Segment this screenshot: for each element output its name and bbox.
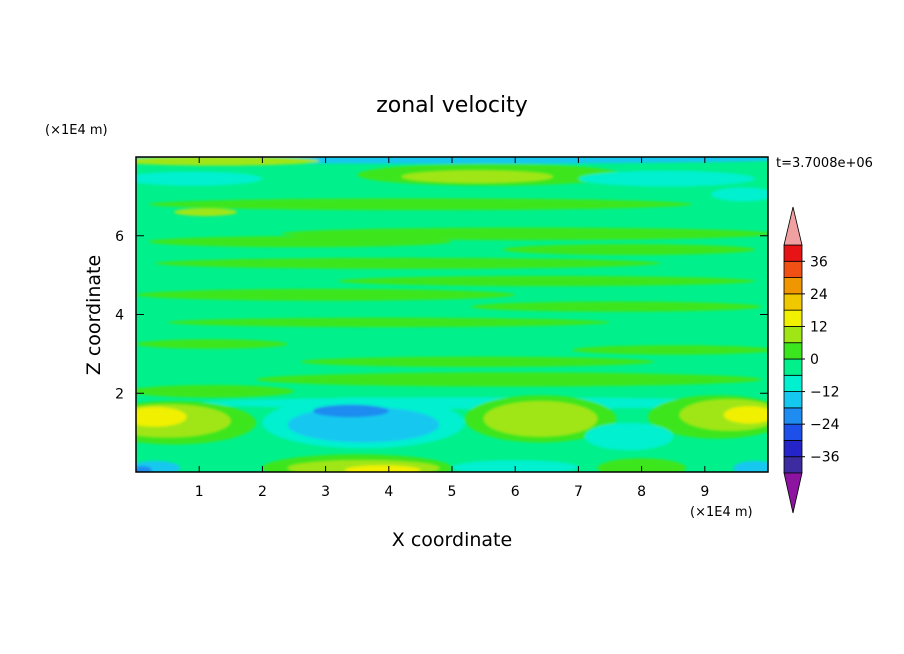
x-tick-label: 3 — [321, 484, 330, 500]
colorbar-tick-label: 36 — [810, 254, 828, 270]
chart-title: zonal velocity — [376, 93, 528, 118]
contour-region — [281, 227, 768, 241]
contour-region — [136, 407, 187, 427]
time-label: t=3.7008e+06 — [776, 156, 873, 171]
x-axis: 1 2 3 4 5 6 7 8 9 — [195, 157, 709, 500]
colorbar-box — [783, 456, 803, 474]
x-tick-label: 9 — [700, 484, 709, 500]
colorbar-box — [783, 326, 803, 344]
colorbar-box — [783, 407, 803, 425]
contour-region — [483, 401, 598, 437]
contour-region — [256, 372, 762, 387]
contour-region — [287, 407, 440, 443]
colorbar-box — [783, 260, 803, 278]
contour-region — [711, 187, 768, 202]
colorbar-box — [783, 342, 803, 360]
contour-region — [723, 406, 768, 424]
contour-region — [136, 288, 516, 301]
contour-region — [338, 275, 756, 287]
contour-region — [733, 460, 768, 472]
contour-region — [470, 301, 762, 312]
y-axis-label: Z coordinate — [83, 255, 105, 375]
x-tick-label: 6 — [511, 484, 520, 500]
contour-region — [401, 170, 554, 183]
contour-region — [154, 257, 661, 269]
contour-region — [148, 198, 693, 211]
colorbar-box — [783, 293, 803, 311]
x-unit-label: (×1E4 m) — [690, 505, 753, 520]
colorbar-tick-label: 0 — [810, 352, 819, 368]
colorbar-box — [783, 391, 803, 409]
colorbar-box — [783, 374, 803, 392]
colorbar-tick-label: 12 — [810, 319, 828, 335]
colorbar-over-arrow — [783, 206, 803, 246]
colorbar: 36 24 12 0 −12 −24 −36 — [783, 206, 840, 514]
contour-region — [136, 339, 288, 349]
y-axis: 2 4 6 — [115, 229, 768, 402]
contour-region — [502, 244, 756, 256]
x-tick-label: 1 — [195, 484, 204, 500]
contour-region — [167, 317, 611, 328]
contour-region — [173, 208, 238, 217]
contour-region — [344, 465, 421, 472]
x-tick-label: 4 — [384, 484, 393, 500]
colorbar-box — [783, 423, 803, 441]
colorbar-box — [783, 277, 803, 295]
colorbar-box — [783, 358, 803, 376]
x-tick-label: 2 — [258, 484, 267, 500]
colorbar-tick-label: −12 — [810, 385, 840, 401]
colorbar-box — [783, 244, 803, 262]
x-tick-label: 7 — [574, 484, 583, 500]
contour-region — [136, 384, 294, 398]
y-tick-label: 4 — [115, 308, 124, 324]
colorbar-box — [783, 440, 803, 458]
contour-region — [578, 170, 756, 187]
y-unit-label: (×1E4 m) — [45, 123, 108, 138]
contour-region — [597, 458, 686, 472]
colorbar-box — [783, 309, 803, 327]
contour-region — [136, 171, 263, 186]
y-tick-label: 2 — [115, 386, 124, 402]
contour-field — [136, 157, 768, 472]
contour-region — [136, 466, 152, 472]
x-axis-label: X coordinate — [392, 529, 512, 551]
contour-region — [300, 356, 655, 367]
contour-region — [312, 404, 389, 418]
x-tick-label: 5 — [448, 484, 457, 500]
contour-region — [572, 345, 768, 355]
y-tick-label: 6 — [115, 229, 124, 245]
colorbar-tick-label: −24 — [810, 417, 840, 433]
colorbar-under-arrow — [783, 472, 803, 514]
contour-region — [148, 236, 452, 248]
contour-region — [136, 157, 320, 166]
colorbar-tick-label: −36 — [810, 450, 840, 466]
colorbar-tick-label: 24 — [810, 287, 828, 303]
x-tick-label: 8 — [637, 484, 646, 500]
contour-region — [584, 422, 674, 451]
